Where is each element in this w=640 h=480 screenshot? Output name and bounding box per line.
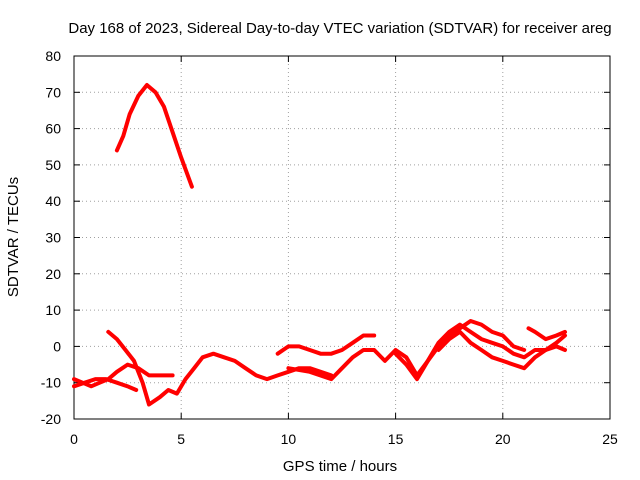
y-tick-label: 70 xyxy=(45,84,61,100)
y-tick-label: -10 xyxy=(41,375,61,391)
x-tick-label: 5 xyxy=(177,431,185,447)
y-tick-label: 40 xyxy=(45,193,61,209)
grid xyxy=(74,56,610,419)
y-tick-label: 50 xyxy=(45,157,61,173)
series-group xyxy=(72,83,567,407)
y-tick-label: 60 xyxy=(45,121,61,137)
y-tick-label: 30 xyxy=(45,230,61,246)
series-line-satellite-arc-7 xyxy=(393,322,567,382)
chart-title: Day 168 of 2023, Sidereal Day-to-day VTE… xyxy=(68,20,611,37)
series-line-satellite-arc-1 xyxy=(114,83,194,189)
x-axis-label: GPS time / hours xyxy=(283,458,397,475)
x-tick-label: 0 xyxy=(70,431,78,447)
series-line-satellite-arc-2 xyxy=(72,362,175,389)
series-line-satellite-arc-5 xyxy=(275,333,377,356)
y-tick-label: 10 xyxy=(45,302,61,318)
series-line-satellite-arc-8 xyxy=(436,329,567,371)
series-line-satellite-arc-6 xyxy=(286,319,527,382)
x-tick-label: 20 xyxy=(495,431,511,447)
y-tick-label: 80 xyxy=(45,48,61,64)
series-line-satellite-arc-4 xyxy=(72,377,139,392)
axis-ticks: 0 5 10 15 20 25 -20 -10 0 10 20 30 40 50 60 70 80 xyxy=(41,48,618,447)
series-line-satellite-arc-9 xyxy=(526,326,567,342)
y-axis-label: SDTVAR / TECUs xyxy=(5,177,22,297)
y-tick-label: -20 xyxy=(41,411,61,427)
x-tick-label: 10 xyxy=(281,431,297,447)
y-tick-label: 20 xyxy=(45,266,61,282)
x-tick-label: 25 xyxy=(602,431,618,447)
x-tick-label: 15 xyxy=(388,431,404,447)
series-line-satellite-arc-3 xyxy=(106,329,334,407)
y-tick-label: 0 xyxy=(53,338,61,354)
